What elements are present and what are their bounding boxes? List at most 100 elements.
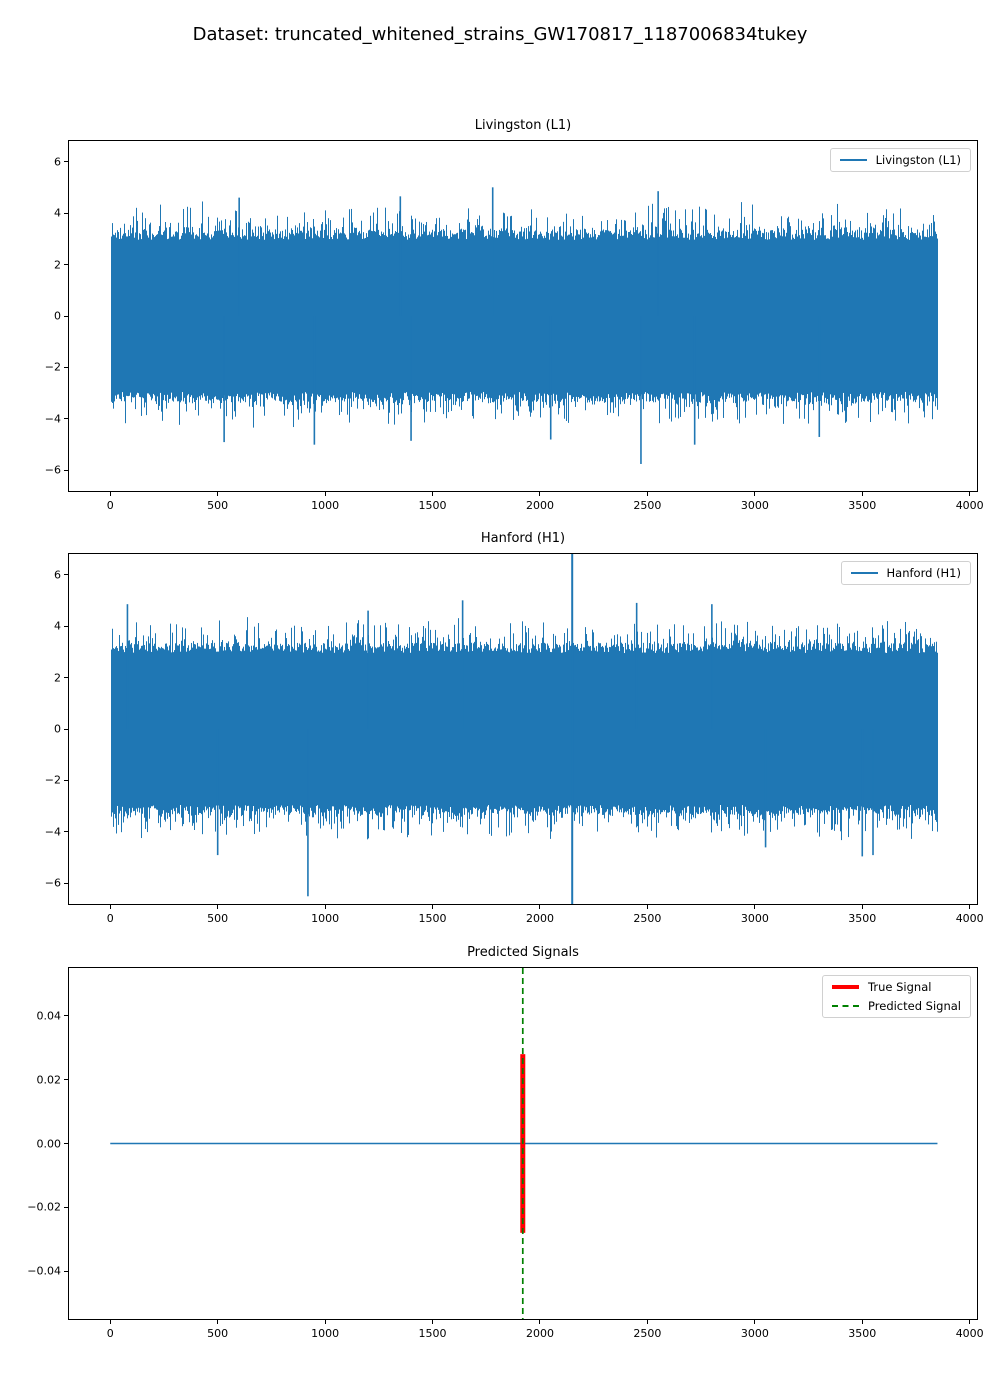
x-tick-label: 3000 — [740, 912, 769, 925]
y-tick-mark — [64, 366, 69, 368]
y-tick-mark — [64, 574, 69, 576]
y-tick-label: 6 — [54, 568, 61, 582]
y-tick-mark — [64, 161, 69, 163]
y-tick-mark — [64, 779, 69, 781]
x-tick-label: 3500 — [848, 912, 877, 925]
x-tick-mark — [217, 491, 219, 496]
x-tick-label: 1000 — [311, 499, 340, 512]
legend-entry-livingston: Livingston (L1) — [839, 153, 961, 167]
y-tick-mark — [64, 625, 69, 627]
y-tick-label: −2 — [44, 360, 61, 374]
y-tick-label: 0.02 — [36, 1073, 62, 1087]
legend-label-predicted-signal: Predicted Signal — [868, 999, 961, 1013]
y-tick-label: 6 — [54, 155, 61, 169]
axes-hanford-h1: Hanford (H1) Hanford (H1) 0 500 1000 1500 20… — [45, 531, 984, 925]
x-tick-label: 2000 — [525, 1327, 554, 1340]
y-tick-label: −2 — [44, 773, 61, 787]
y-tick-label: −4 — [44, 825, 61, 839]
strain-plot-canvas-l1 — [69, 141, 977, 491]
blue-line-sample-icon — [839, 159, 867, 161]
y-tick-label: −4 — [44, 412, 61, 426]
y-tick-label: 0.04 — [36, 1009, 62, 1023]
y-tick-mark — [64, 418, 69, 420]
plot-title-livingston: Livingston (L1) — [474, 118, 572, 133]
x-tick-mark — [754, 1319, 756, 1324]
x-tick-label: 500 — [207, 912, 229, 925]
x-tick-mark — [109, 904, 111, 909]
x-tick-label: 4000 — [955, 1327, 984, 1340]
x-tick-mark — [324, 1319, 326, 1324]
x-tick-mark — [324, 904, 326, 909]
x-tick-mark — [861, 904, 863, 909]
y-tick-mark — [64, 1143, 69, 1144]
y-tick-mark — [64, 212, 69, 214]
y-tick-label: 4 — [54, 206, 61, 220]
x-tick-mark — [969, 491, 971, 496]
x-tick-label: 0 — [106, 912, 114, 925]
y-tick-label: 0 — [54, 722, 61, 736]
y-tick-label: 2 — [54, 258, 61, 272]
x-tick-label: 3500 — [848, 499, 877, 512]
y-tick-label: 2 — [54, 671, 61, 685]
y-tick-label: −6 — [44, 876, 61, 890]
x-tick-mark — [539, 491, 541, 496]
x-tick-mark — [217, 904, 219, 909]
x-tick-mark — [646, 1319, 648, 1324]
x-tick-label: 1000 — [311, 912, 340, 925]
x-tick-mark — [539, 904, 541, 909]
x-tick-label: 4000 — [955, 499, 984, 512]
y-tick-mark — [64, 1270, 69, 1272]
x-tick-label: 1500 — [418, 912, 447, 925]
y-tick-mark — [64, 728, 69, 730]
x-tick-mark — [646, 904, 648, 909]
legend-l1: Livingston (L1) — [829, 148, 971, 172]
x-tick-mark — [432, 1319, 434, 1324]
x-tick-label: 2000 — [525, 912, 554, 925]
x-tick-mark — [109, 1319, 111, 1324]
strain-plot-canvas-h1 — [69, 554, 977, 904]
y-tick-label: −6 — [44, 463, 61, 477]
x-tick-mark — [969, 1319, 971, 1324]
x-tick-label: 4000 — [955, 912, 984, 925]
x-tick-label: 2500 — [633, 1327, 662, 1340]
y-tick-mark — [64, 469, 69, 471]
legend-label-true-signal: True Signal — [868, 980, 932, 994]
x-tick-mark — [754, 904, 756, 909]
x-tick-label: 500 — [207, 1327, 229, 1340]
y-tick-mark — [64, 1206, 69, 1208]
x-tick-label: 0 — [106, 499, 114, 512]
x-tick-label: 2500 — [633, 912, 662, 925]
x-tick-mark — [861, 491, 863, 496]
x-tick-label: 3000 — [740, 1327, 769, 1340]
y-tick-mark — [64, 882, 69, 884]
y-tick-label: −0.02 — [27, 1200, 61, 1214]
axes-predicted-signals: Predicted Signals True Signal Predicted … — [27, 945, 983, 1340]
plot-title-hanford: Hanford (H1) — [480, 531, 566, 546]
figure-title: Dataset: truncated_whitened_strains_GW17… — [192, 24, 808, 45]
predicted-signals-canvas — [69, 968, 977, 1319]
legend-entry-predicted-signal: Predicted Signal — [832, 999, 961, 1013]
legend-label-hanford: Hanford (H1) — [886, 566, 962, 580]
x-tick-label: 1000 — [311, 1327, 340, 1340]
y-tick-label: 0.00 — [36, 1137, 62, 1150]
x-tick-mark — [969, 904, 971, 909]
x-tick-mark — [754, 491, 756, 496]
y-tick-mark — [64, 264, 69, 266]
axes-livingston-l1: Livingston (L1) Livingston (L1) 0 500 1000… — [45, 118, 984, 512]
legend-predicted-signals: True Signal Predicted Signal — [822, 975, 971, 1018]
plot-title-predicted-signals: Predicted Signals — [467, 945, 579, 960]
x-tick-mark — [861, 1319, 863, 1324]
green-dashed-line-sample-icon — [832, 1005, 860, 1007]
x-tick-mark — [432, 904, 434, 909]
x-tick-label: 2500 — [633, 499, 662, 512]
y-tick-mark — [64, 1015, 69, 1017]
y-tick-mark — [64, 677, 69, 679]
y-tick-label: 4 — [54, 619, 61, 633]
x-tick-label: 3500 — [848, 1327, 877, 1340]
x-tick-label: 500 — [207, 499, 229, 512]
x-tick-mark — [646, 491, 648, 496]
y-tick-mark — [64, 315, 69, 317]
x-tick-label: 1500 — [418, 1327, 447, 1340]
y-tick-label: −0.04 — [27, 1264, 61, 1278]
y-tick-mark — [64, 1079, 69, 1081]
